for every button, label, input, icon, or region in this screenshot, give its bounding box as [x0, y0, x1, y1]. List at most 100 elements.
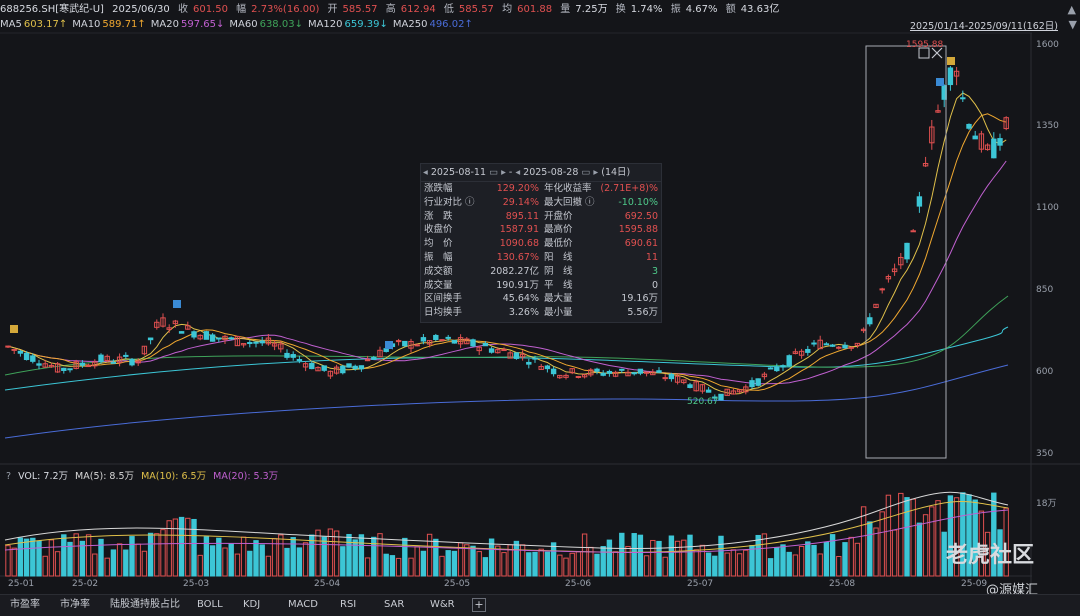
tab-boll[interactable]: BOLL: [197, 599, 223, 610]
candle-up: [222, 335, 228, 341]
candle-up: [414, 344, 420, 347]
tab-sar[interactable]: SAR: [384, 599, 405, 610]
low-value: 585.57: [458, 4, 494, 15]
candle-up: [495, 349, 501, 354]
volume-bar-up: [792, 554, 799, 577]
volume-bar-down: [767, 558, 774, 577]
stats-row: 涨跌幅 129.20% 年化收益率 (2.71E+8)%: [421, 182, 661, 196]
prev-start-icon[interactable]: ◂: [423, 167, 428, 178]
candle-down: [786, 355, 792, 367]
signal-marker-icon: [936, 78, 944, 86]
candle-down: [705, 389, 712, 393]
vol-label: 量: [560, 4, 571, 15]
candle-down: [383, 348, 389, 352]
volume-bar-down: [451, 550, 458, 577]
tab-w-r[interactable]: W&R: [430, 599, 455, 610]
tab--[interactable]: 市净率: [60, 599, 90, 610]
x-tick-label: 25-06: [565, 579, 592, 589]
candle-down: [842, 344, 848, 349]
volume-bar-down: [867, 521, 873, 577]
stat-value: 692.50: [624, 210, 658, 222]
volume-bar-up: [817, 553, 823, 577]
tab-macd[interactable]: MACD: [288, 599, 318, 610]
candle-down: [774, 366, 780, 372]
candle-down: [247, 342, 253, 345]
volume-bar-up: [984, 531, 991, 577]
candle-up: [879, 288, 885, 291]
candle-up: [730, 390, 737, 395]
volume-bar-down: [98, 538, 104, 577]
candle-down: [346, 363, 352, 368]
volume-bar-up: [581, 533, 588, 577]
volume-bar-down: [786, 551, 792, 577]
volume-bar-down: [123, 549, 129, 577]
candle-up: [116, 356, 123, 363]
volume-bar-up: [222, 547, 228, 577]
candle-down: [420, 337, 427, 342]
date-range-link[interactable]: 2025/01/14-2025/09/11(162日): [910, 21, 1058, 32]
candle-down: [544, 365, 551, 370]
start-date[interactable]: 2025-08-11: [430, 167, 487, 178]
volume-bar-down: [23, 538, 30, 577]
ma-legend: MA5 603.17↑ MA10 589.71↑ MA20 597.65↓ MA60 638.…: [0, 18, 1080, 32]
open-value: 585.57: [342, 4, 378, 15]
calendar-icon[interactable]: ▭: [581, 167, 591, 178]
volume-bar-down: [755, 534, 761, 577]
candle-up: [984, 144, 991, 151]
volume-bar-up: [414, 546, 420, 577]
candle-down: [371, 357, 377, 360]
candle-down: [61, 367, 67, 371]
tab-kdj[interactable]: KDJ: [243, 599, 261, 610]
volume-bar-up: [495, 545, 501, 577]
prev-end-icon[interactable]: ◂: [515, 167, 521, 178]
candle-up: [457, 337, 464, 345]
stat-value: 3.26%: [508, 307, 539, 319]
add-tab-icon[interactable]: +: [472, 598, 486, 612]
tab--[interactable]: 陆股通持股占比: [110, 599, 180, 610]
tab--[interactable]: 市盈率: [10, 599, 40, 610]
volume-bar-up: [315, 529, 321, 577]
volume-bar-up: [185, 517, 191, 577]
stats-row: 行业对比 ⓘ 29.14% 最大回撤 ⓘ -10.10%: [421, 196, 661, 210]
dropdown-icon[interactable]: ▼: [1068, 18, 1077, 31]
candle-up: [674, 375, 681, 383]
candle-up: [265, 337, 272, 345]
stats-row: 振 幅 130.67% 阳 线 11: [421, 251, 661, 265]
volume-bar-down: [61, 534, 67, 577]
candle-up: [953, 70, 960, 77]
next-start-icon[interactable]: ▸: [501, 167, 506, 178]
stock-code[interactable]: 688256.SH[寒武纪-U]: [0, 4, 104, 15]
candle-down: [600, 372, 606, 376]
turnover-label: 换: [615, 4, 626, 15]
candle-up: [5, 345, 11, 348]
volume-bar-up: [674, 540, 681, 577]
stat-label: 收盘价: [424, 224, 453, 236]
volume-help-icon[interactable]: ?: [6, 471, 12, 482]
calendar-icon[interactable]: ▭: [489, 167, 499, 178]
candle-up: [922, 162, 929, 167]
end-date[interactable]: 2025-08-28: [523, 167, 579, 178]
candle-down: [451, 340, 458, 344]
tab-rsi[interactable]: RSI: [340, 599, 357, 610]
collapse-icon[interactable]: ▲: [1067, 3, 1076, 16]
stat-label: 成交额: [424, 265, 453, 277]
volume-bar-down: [290, 537, 296, 577]
stat-label: 最大量: [544, 293, 573, 305]
volume-bar-down: [960, 492, 966, 577]
candle-up: [166, 327, 172, 330]
volume-bar-down: [309, 534, 315, 577]
volume-bar-up: [935, 500, 941, 577]
volume-bar-up: [693, 549, 699, 577]
volume-bar-up: [650, 539, 656, 577]
signal-marker-icon: [10, 325, 18, 333]
x-tick-label: 25-07: [687, 579, 714, 589]
candle-up: [910, 230, 916, 233]
ma-name-ma250: MA250: [392, 19, 428, 30]
next-end-icon[interactable]: ▸: [593, 167, 599, 178]
volume-bar-down: [340, 546, 346, 577]
candle-down: [191, 331, 197, 338]
signal-marker-icon: [947, 57, 955, 65]
y-tick-label: 1600: [1036, 40, 1059, 50]
candle-up: [364, 359, 371, 362]
